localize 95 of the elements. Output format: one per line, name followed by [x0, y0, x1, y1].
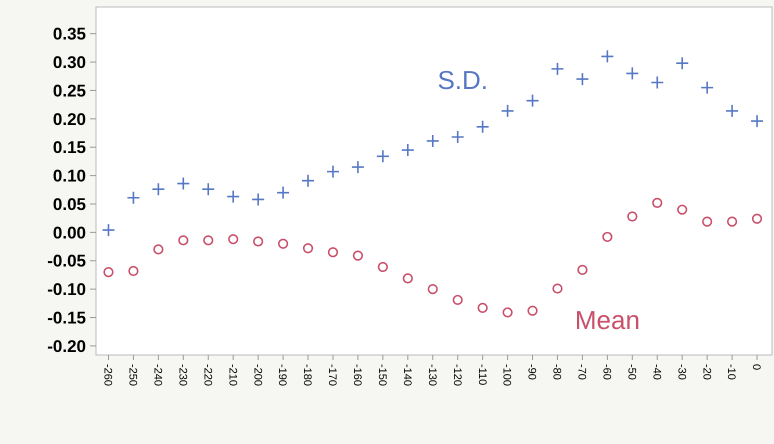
- x-tick-label: -70: [576, 364, 588, 380]
- series-label: Mean: [574, 304, 640, 335]
- point: [152, 182, 166, 196]
- point: [278, 238, 288, 249]
- y-tick-label: 0.05: [52, 194, 86, 214]
- x-tick-label: -160: [351, 364, 364, 386]
- point: [228, 234, 238, 244]
- point: [702, 216, 712, 227]
- x-tick-label: -170: [326, 364, 338, 386]
- point: [302, 243, 314, 254]
- y-tick-label: -0.10: [47, 280, 86, 300]
- x-tick-label: -10: [725, 364, 738, 380]
- point: [452, 294, 463, 306]
- point: [126, 190, 140, 205]
- point: [626, 66, 640, 80]
- point: [326, 164, 340, 178]
- point: [153, 244, 164, 255]
- y-tick-label: 0.25: [52, 81, 86, 100]
- x-tick-label: -200: [251, 364, 264, 386]
- point: [128, 266, 139, 276]
- point: [627, 211, 638, 222]
- point: [602, 232, 612, 242]
- y-tick-label: 0.15: [52, 138, 86, 158]
- point: [352, 250, 364, 261]
- point: [700, 80, 714, 94]
- point: [600, 50, 614, 64]
- point: [577, 264, 588, 275]
- point: [102, 223, 116, 237]
- point: [550, 62, 564, 76]
- point: [752, 214, 762, 224]
- x-tick-label: -240: [152, 364, 164, 386]
- x-tick-label: -50: [625, 364, 638, 380]
- point: [428, 284, 438, 294]
- x-tick-label: -90: [526, 364, 538, 380]
- point: [402, 273, 413, 284]
- point: [203, 235, 214, 246]
- point: [502, 307, 513, 318]
- point: [552, 283, 563, 294]
- x-tick-label: -210: [226, 364, 238, 386]
- point: [251, 192, 265, 206]
- y-tick-label: 0.30: [52, 53, 86, 72]
- point: [478, 302, 488, 313]
- x-tick-label: -150: [376, 364, 388, 386]
- point: [401, 143, 415, 157]
- point: [301, 174, 315, 188]
- x-tick-label: -80: [550, 364, 563, 380]
- point: [750, 114, 764, 128]
- point: [226, 190, 240, 204]
- x-tick-label: 0: [750, 364, 762, 370]
- x-tick-label: -20: [700, 364, 712, 380]
- x-tick-label: -190: [276, 364, 288, 386]
- y-tick-label: -0.05: [47, 252, 86, 271]
- point: [376, 150, 390, 164]
- point: [677, 204, 688, 215]
- point: [576, 72, 590, 86]
- x-tick-label: -130: [426, 364, 438, 386]
- point: [201, 182, 216, 196]
- point: [476, 120, 490, 134]
- point: [103, 267, 114, 278]
- point: [351, 160, 365, 174]
- point: [276, 186, 290, 200]
- x-tick-label: -180: [301, 364, 314, 386]
- x-tick-label: -120: [450, 364, 463, 386]
- point: [328, 247, 338, 258]
- x-tick-label: -230: [176, 364, 188, 386]
- x-tick-label: -250: [126, 364, 139, 386]
- x-tick-label: -100: [500, 364, 513, 386]
- point: [725, 104, 739, 118]
- x-tick-label: -30: [675, 364, 688, 380]
- point: [675, 56, 689, 70]
- y-tick-label: 0.35: [52, 24, 86, 44]
- x-tick-label: -220: [201, 364, 214, 386]
- y-tick-label: -0.20: [47, 336, 86, 356]
- x-tick-label: -60: [600, 364, 613, 380]
- point: [500, 104, 514, 118]
- x-tick-label: -110: [476, 364, 488, 386]
- point: [652, 198, 662, 208]
- point: [526, 94, 540, 108]
- series-label: S.D.: [437, 64, 488, 95]
- x-tick-label: -260: [102, 364, 114, 386]
- point: [426, 134, 440, 148]
- y-tick-label: -0.15: [47, 308, 86, 328]
- point: [176, 176, 190, 190]
- y-tick-label: 0.10: [52, 166, 86, 186]
- point: [650, 76, 664, 90]
- point: [527, 306, 538, 316]
- point: [253, 236, 264, 247]
- point: [450, 130, 464, 144]
- y-tick-label: 0.20: [52, 110, 86, 129]
- x-tick-label: -140: [400, 364, 413, 386]
- point: [178, 235, 188, 246]
- x-tick-label: -40: [650, 364, 662, 380]
- point: [726, 216, 738, 227]
- y-tick-label: 0.00: [52, 223, 86, 242]
- point: [378, 262, 388, 272]
